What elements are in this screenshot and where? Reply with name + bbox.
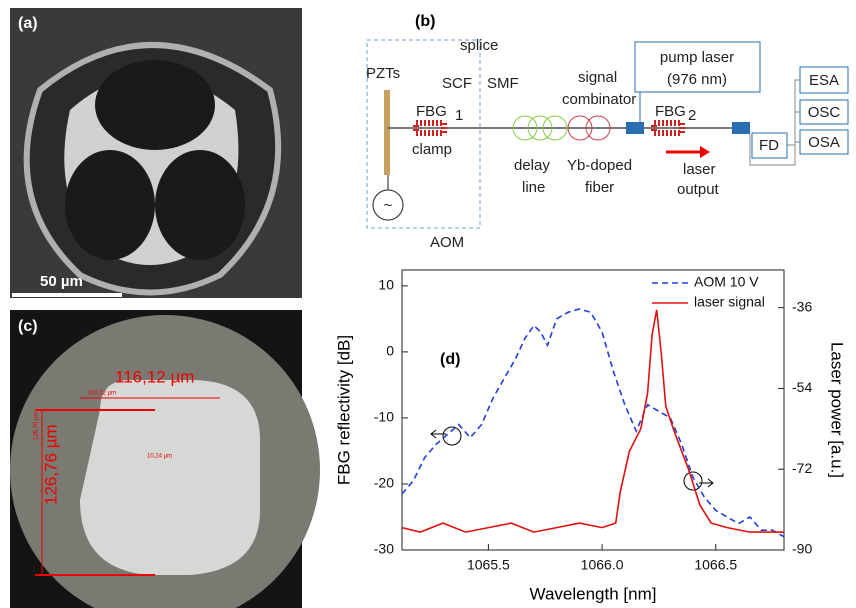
diagram-label: FBG <box>655 103 686 120</box>
diagram-label: OSA <box>808 134 840 151</box>
scale-label: 50 µm <box>40 273 83 290</box>
diagram-label: signal <box>578 69 617 86</box>
panel-label: (a) <box>18 15 38 32</box>
diagram-label: output <box>677 181 720 198</box>
diagram-label: PZTs <box>366 65 400 82</box>
panel-c: (c) 116,12 µm 126,76 µm 116,12 µm 126,76… <box>10 310 320 608</box>
x-tick-label: 1065.5 <box>467 557 510 573</box>
hole <box>155 150 245 260</box>
diagram-label: splice <box>460 37 498 54</box>
measurement: 116,12 µm <box>115 367 194 386</box>
diagram-label: FD <box>759 137 779 154</box>
figure: (a) 50 µm (c) 116,12 µm 126,76 µm 116,12… <box>0 0 856 608</box>
panel-label: (c) <box>18 318 38 335</box>
legend-label: laser signal <box>694 294 765 310</box>
diagram-label: Yb-doped <box>567 157 632 174</box>
diagram-label: ESA <box>809 72 839 89</box>
diagram-label: SMF <box>487 75 519 92</box>
measurement: 116,12 µm <box>88 391 116 397</box>
y2-tick-label: -90 <box>792 541 812 557</box>
series-line <box>402 310 784 532</box>
hole <box>95 60 215 150</box>
diagram-label: OSC <box>808 104 841 121</box>
y-tick-label: -30 <box>374 541 394 557</box>
annotation: (d) <box>440 351 460 368</box>
series-line <box>402 309 784 537</box>
measurement: 126,76 µm <box>41 424 60 505</box>
panel-a: (a) 50 µm <box>10 8 302 298</box>
diagram-label: FBG <box>416 103 447 120</box>
y2-axis-title: Laser power [a.u.] <box>828 342 847 478</box>
diagram-label: clamp <box>412 141 452 158</box>
measurement: 126,76 µm <box>34 412 40 440</box>
diagram-label: line <box>522 179 545 196</box>
chart: (d) Wavelength [nm] FBG reflectivity [dB… <box>334 270 846 603</box>
pzt <box>384 90 390 175</box>
combinator <box>626 122 644 134</box>
plot-frame <box>402 270 784 550</box>
diagram-label: delay <box>514 157 550 174</box>
y-tick-label: -20 <box>374 475 394 491</box>
y2-tick-label: -72 <box>792 460 812 476</box>
y-tick-label: -10 <box>374 409 394 425</box>
y-tick-label: 0 <box>386 343 394 359</box>
y2-tick-label: -54 <box>792 379 812 395</box>
y2-tick-label: -36 <box>792 298 812 314</box>
measurement: 10,24 µm <box>147 454 172 460</box>
y-axis-title: FBG reflectivity [dB] <box>334 335 353 485</box>
diagram-label: AOM <box>430 234 464 251</box>
diagram-label: 2 <box>688 107 696 124</box>
hole <box>65 150 155 260</box>
diagram-label: (976 nm) <box>667 71 727 88</box>
diagram-label: fiber <box>585 179 614 196</box>
legend-label: AOM 10 V <box>694 274 759 290</box>
x-tick-label: 1066.0 <box>581 557 624 573</box>
panel-b: (b) splice PZTs SCF SMF signal combinato… <box>366 13 848 251</box>
coupler <box>732 122 750 134</box>
diagram-label: pump laser <box>660 49 734 66</box>
diagram-label: laser <box>683 161 716 178</box>
diagram-label: SCF <box>442 75 472 92</box>
arrowhead <box>700 146 710 158</box>
diagram-label: 1 <box>455 107 463 124</box>
y-tick-label: 10 <box>378 277 394 293</box>
diagram-label: combinator <box>562 91 636 108</box>
x-axis-title: Wavelength [nm] <box>530 584 657 603</box>
x-tick-label: 1066.5 <box>694 557 737 573</box>
panel-label: (b) <box>415 13 435 30</box>
diagram-label: ~ <box>384 197 393 214</box>
